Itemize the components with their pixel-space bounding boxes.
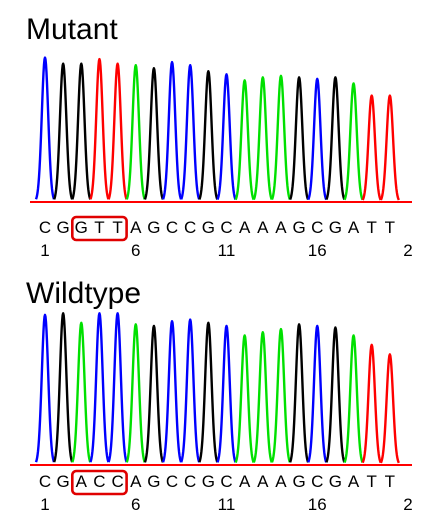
base-call-mutant-1: C <box>39 218 51 237</box>
peak-wildtype-20 <box>379 353 400 464</box>
peak-mutant-7 <box>143 67 165 200</box>
base-call-mutant-8: C <box>166 218 178 237</box>
peak-mutant-14 <box>270 74 292 201</box>
peak-wildtype-15 <box>288 323 310 463</box>
peak-mutant-18 <box>343 82 364 201</box>
base-call-mutant-2: G <box>57 218 70 237</box>
base-call-mutant-19: T <box>367 218 377 237</box>
chart-title-wildtype: Wildtype <box>26 277 142 310</box>
peak-mutant-4 <box>89 57 110 200</box>
peak-wildtype-2 <box>53 312 74 463</box>
base-call-wildtype-15: G <box>292 472 305 491</box>
peak-mutant-13 <box>252 76 273 201</box>
peak-mutant-8 <box>161 60 183 200</box>
peak-wildtype-18 <box>343 334 364 463</box>
peak-wildtype-11 <box>216 324 237 463</box>
peak-wildtype-17 <box>325 326 346 463</box>
chromatogram-mutant: Mutant C G G T T A G C C G C A A A G C G A T T 1 6 11 16 2 <box>0 0 427 262</box>
position-label-wildtype-11: 11 <box>218 495 236 514</box>
chromatogram-wildtype: Wildtype C G A C C A G C C G C A A A G C G A T T 1 6 11 16 2 <box>0 262 427 525</box>
peak-wildtype-13 <box>252 331 273 463</box>
position-label-wildtype-21: 2 <box>403 495 412 514</box>
position-label-mutant-16: 16 <box>308 241 327 260</box>
peak-wildtype-4 <box>89 312 110 463</box>
peak-mutant-19 <box>361 94 382 201</box>
base-call-mutant-15: G <box>292 218 305 237</box>
base-call-mutant-17: G <box>329 218 342 237</box>
base-call-mutant-20: T <box>385 218 395 237</box>
peak-wildtype-3 <box>71 321 92 463</box>
base-call-wildtype-8: C <box>166 472 178 491</box>
base-call-wildtype-7: G <box>147 472 160 491</box>
base-call-wildtype-16: C <box>311 472 323 491</box>
base-call-mutant-5: T <box>112 218 122 237</box>
base-call-mutant-11: C <box>220 218 232 237</box>
base-call-mutant-14: A <box>275 218 287 237</box>
base-call-wildtype-12: A <box>239 472 251 491</box>
peak-wildtype-1 <box>34 313 56 463</box>
peak-mutant-20 <box>379 94 400 201</box>
peak-mutant-11 <box>216 73 237 200</box>
base-call-wildtype-9: C <box>184 472 196 491</box>
base-call-mutant-16: C <box>311 218 323 237</box>
base-call-wildtype-6: A <box>130 472 142 491</box>
trace-plot-wildtype: C G A C C A G C C G C A A A G C G A T T1 6 11 16 2 <box>30 312 413 514</box>
base-call-mutant-12: A <box>239 218 251 237</box>
peak-mutant-5 <box>107 62 128 200</box>
base-call-wildtype-11: C <box>220 472 232 491</box>
peak-wildtype-7 <box>143 324 165 463</box>
peak-mutant-12 <box>234 79 255 201</box>
base-call-wildtype-14: A <box>275 472 287 491</box>
position-label-mutant-21: 2 <box>403 241 412 260</box>
peak-wildtype-9 <box>180 318 201 463</box>
peak-mutant-16 <box>307 77 328 201</box>
peak-mutant-3 <box>71 62 92 200</box>
peak-wildtype-14 <box>270 327 292 463</box>
position-label-wildtype-16: 16 <box>308 495 327 514</box>
base-call-wildtype-19: T <box>367 472 377 491</box>
peak-mutant-17 <box>325 76 346 201</box>
chart-title-mutant: Mutant <box>26 13 118 46</box>
position-label-mutant-1: 1 <box>40 241 49 260</box>
base-call-wildtype-3: A <box>76 472 88 491</box>
base-call-wildtype-4: C <box>93 472 105 491</box>
base-call-mutant-4: T <box>94 218 104 237</box>
base-call-mutant-9: C <box>184 218 196 237</box>
base-call-wildtype-13: A <box>257 472 269 491</box>
base-call-wildtype-18: A <box>348 472 360 491</box>
peak-wildtype-6 <box>125 323 146 463</box>
base-call-wildtype-10: G <box>202 472 215 491</box>
trace-plot-mutant: C G G T T A G C C G C A A A G C G A T T1 6 11 16 2 <box>30 56 413 260</box>
peak-wildtype-16 <box>307 324 328 463</box>
peak-mutant-2 <box>53 62 74 200</box>
base-call-mutant-7: G <box>147 218 160 237</box>
highlight-box-wildtype <box>71 469 128 496</box>
position-label-mutant-11: 11 <box>218 241 236 260</box>
base-call-wildtype-2: G <box>57 472 70 491</box>
peak-mutant-1 <box>34 56 56 200</box>
base-call-mutant-18: A <box>348 218 360 237</box>
base-call-mutant-3: G <box>75 218 88 237</box>
base-call-mutant-6: A <box>130 218 142 237</box>
peak-mutant-6 <box>125 64 146 200</box>
peak-wildtype-8 <box>161 320 183 463</box>
peak-wildtype-12 <box>234 334 255 463</box>
base-call-mutant-13: A <box>257 218 269 237</box>
peak-mutant-9 <box>180 64 201 200</box>
highlight-box-mutant <box>71 215 128 242</box>
peak-mutant-10 <box>198 70 219 200</box>
peak-wildtype-10 <box>198 321 219 463</box>
peak-wildtype-5 <box>107 312 128 463</box>
peak-mutant-15 <box>288 76 310 201</box>
position-label-wildtype-6: 6 <box>131 495 140 514</box>
base-call-mutant-10: G <box>202 218 215 237</box>
base-call-wildtype-5: C <box>111 472 123 491</box>
base-call-wildtype-1: C <box>39 472 51 491</box>
base-call-wildtype-20: T <box>385 472 395 491</box>
position-label-mutant-6: 6 <box>131 241 140 260</box>
position-label-wildtype-1: 1 <box>40 495 49 514</box>
peak-wildtype-19 <box>361 343 382 464</box>
base-call-wildtype-17: G <box>329 472 342 491</box>
